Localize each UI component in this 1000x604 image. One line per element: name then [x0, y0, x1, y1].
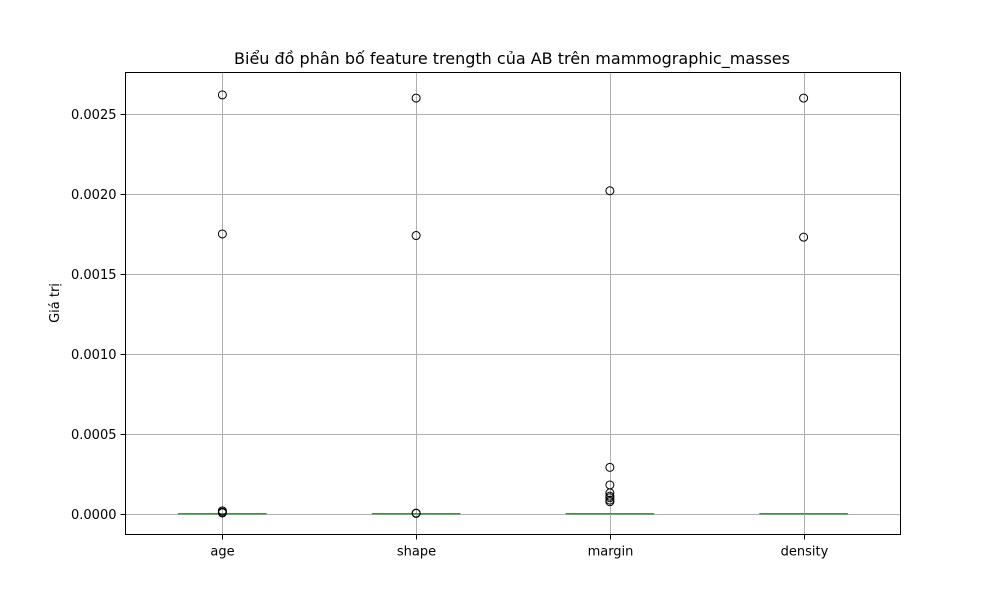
- x-tick-label: density: [781, 545, 829, 560]
- x-tick-label: margin: [588, 545, 634, 560]
- chart-title: Biểu đồ phân bố feature trength của AB t…: [234, 49, 790, 69]
- x-tick-label: age: [210, 545, 234, 560]
- y-axis-label: Giá trị: [48, 283, 63, 323]
- outlier-point: [606, 463, 614, 471]
- plot-frame: [126, 73, 901, 535]
- axis-ticks: 0.0000 0.0005 0.0010 0.0015 0.0020 0.0025 age s…: [71, 108, 829, 560]
- outlier-point: [800, 233, 808, 241]
- box-margin: [566, 187, 654, 514]
- y-tick-label: 0.0025: [71, 108, 117, 123]
- x-tick-label: shape: [397, 545, 436, 560]
- grid-lines: [126, 73, 901, 535]
- box-density: [760, 94, 848, 514]
- y-tick-label: 0.0020: [71, 188, 117, 203]
- outlier-point: [606, 187, 614, 195]
- y-tick-label: 0.0010: [71, 348, 117, 363]
- y-tick-label: 0.0015: [71, 268, 117, 283]
- plot-area: [178, 91, 847, 518]
- y-tick-label: 0.0000: [71, 508, 117, 523]
- y-tick-label: 0.0005: [71, 428, 117, 443]
- outlier-point: [800, 94, 808, 102]
- outlier-point: [606, 481, 614, 489]
